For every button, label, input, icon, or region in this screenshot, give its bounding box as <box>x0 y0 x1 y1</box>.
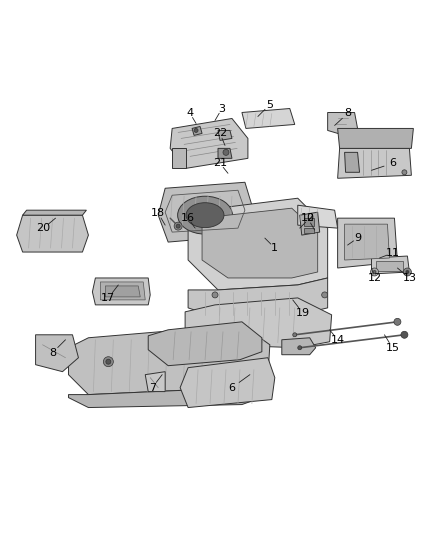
Polygon shape <box>188 278 328 318</box>
Polygon shape <box>298 205 338 228</box>
Polygon shape <box>145 372 165 392</box>
Circle shape <box>298 346 302 350</box>
Text: 18: 18 <box>151 208 165 218</box>
Text: 21: 21 <box>213 158 227 168</box>
Text: 20: 20 <box>36 223 51 233</box>
Polygon shape <box>338 218 397 268</box>
Polygon shape <box>188 198 328 290</box>
Text: 14: 14 <box>331 335 345 345</box>
Text: 6: 6 <box>389 158 396 168</box>
Circle shape <box>176 224 180 228</box>
Circle shape <box>223 149 229 155</box>
Circle shape <box>293 333 297 337</box>
Text: 6: 6 <box>229 383 236 393</box>
Circle shape <box>401 332 408 338</box>
Polygon shape <box>172 148 186 168</box>
Circle shape <box>103 357 113 367</box>
Text: 16: 16 <box>181 213 195 223</box>
Polygon shape <box>282 338 316 355</box>
Circle shape <box>371 268 378 276</box>
Polygon shape <box>218 148 232 158</box>
Circle shape <box>106 359 111 364</box>
Circle shape <box>194 128 198 132</box>
Text: 19: 19 <box>296 308 310 318</box>
Polygon shape <box>215 338 235 355</box>
Text: 8: 8 <box>344 109 351 118</box>
Text: 4: 4 <box>187 109 194 118</box>
Polygon shape <box>68 325 270 394</box>
Circle shape <box>402 170 407 175</box>
Circle shape <box>174 222 182 230</box>
Circle shape <box>406 270 409 273</box>
Text: 22: 22 <box>213 128 227 139</box>
Polygon shape <box>202 208 318 278</box>
Polygon shape <box>242 109 295 128</box>
Text: 9: 9 <box>354 233 361 243</box>
Circle shape <box>403 268 411 276</box>
FancyBboxPatch shape <box>304 218 314 226</box>
Polygon shape <box>218 131 232 140</box>
Ellipse shape <box>178 196 233 234</box>
Polygon shape <box>68 378 270 408</box>
Text: 5: 5 <box>266 100 273 109</box>
Polygon shape <box>345 152 360 172</box>
Polygon shape <box>148 322 262 366</box>
Polygon shape <box>35 335 78 372</box>
Polygon shape <box>100 282 145 300</box>
Text: 11: 11 <box>385 248 399 258</box>
Polygon shape <box>192 126 202 135</box>
Text: 10: 10 <box>301 213 315 223</box>
Polygon shape <box>328 112 357 135</box>
Circle shape <box>394 318 401 325</box>
Circle shape <box>373 270 376 273</box>
Text: 8: 8 <box>49 348 56 358</box>
Text: 12: 12 <box>367 273 381 283</box>
Polygon shape <box>180 358 275 408</box>
Text: 13: 13 <box>403 273 417 283</box>
Circle shape <box>321 292 328 298</box>
Polygon shape <box>185 298 332 348</box>
Ellipse shape <box>186 203 224 228</box>
Text: 17: 17 <box>101 293 116 303</box>
Text: 2: 2 <box>306 213 313 223</box>
FancyBboxPatch shape <box>375 261 403 271</box>
Circle shape <box>212 292 218 298</box>
Polygon shape <box>106 286 140 297</box>
Text: 1: 1 <box>271 243 278 253</box>
Polygon shape <box>338 128 413 148</box>
FancyBboxPatch shape <box>304 228 314 233</box>
Polygon shape <box>23 210 86 215</box>
Text: 15: 15 <box>385 343 399 353</box>
Polygon shape <box>17 215 88 252</box>
Polygon shape <box>92 278 150 305</box>
Polygon shape <box>158 182 255 242</box>
Polygon shape <box>371 256 410 274</box>
Polygon shape <box>170 118 248 168</box>
Polygon shape <box>338 148 411 178</box>
Text: 3: 3 <box>219 103 226 114</box>
Polygon shape <box>345 224 389 260</box>
Polygon shape <box>300 212 320 235</box>
Text: 7: 7 <box>148 383 156 393</box>
